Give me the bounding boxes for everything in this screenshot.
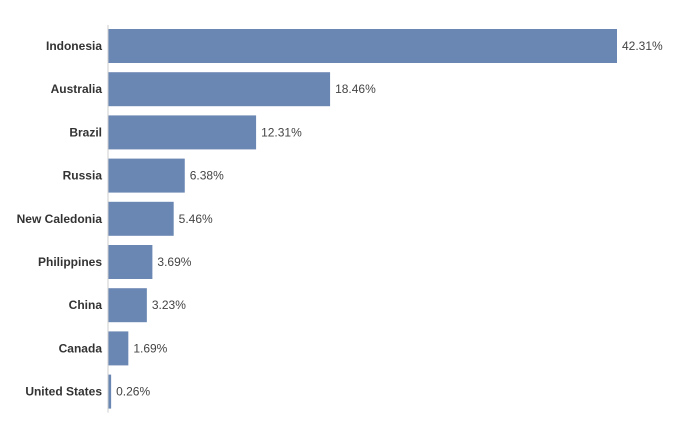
value-label-china: 3.23%	[152, 298, 186, 312]
bar-indonesia	[108, 29, 617, 63]
value-label-australia: 18.46%	[335, 82, 376, 96]
bar-canada	[108, 331, 129, 366]
bars-group	[108, 29, 617, 409]
category-labels-group: Indonesia Australia Brazil Russia New Caledo…	[17, 39, 103, 399]
value-label-philippines: 3.69%	[157, 255, 191, 269]
bar-new-caledonia	[108, 201, 174, 236]
bar-brazil	[108, 115, 257, 150]
value-label-russia: 6.38%	[190, 169, 224, 183]
bar-united-states	[108, 374, 112, 409]
category-label-united-states: United States	[25, 385, 102, 399]
bar-australia	[108, 72, 331, 107]
value-label-brazil: 12.31%	[261, 125, 302, 139]
bar-china	[108, 288, 147, 323]
category-label-australia: Australia	[51, 82, 103, 96]
value-label-new-caledonia: 5.46%	[179, 212, 213, 226]
value-label-united-states: 0.26%	[116, 385, 150, 399]
category-label-indonesia: Indonesia	[46, 39, 102, 53]
value-label-indonesia: 42.31%	[622, 39, 663, 53]
category-label-china: China	[69, 298, 103, 312]
category-label-philippines: Philippines	[38, 255, 102, 269]
value-label-canada: 1.69%	[133, 341, 167, 355]
category-label-new-caledonia: New Caledonia	[17, 212, 103, 226]
value-labels-group: 42.31% 18.46% 12.31% 6.38% 5.46% 3.69% 3.23% 1.…	[116, 39, 663, 399]
category-label-brazil: Brazil	[69, 125, 102, 139]
category-label-russia: Russia	[63, 169, 103, 183]
bar-russia	[108, 158, 185, 193]
bar-philippines	[108, 245, 153, 279]
category-label-canada: Canada	[59, 341, 103, 355]
